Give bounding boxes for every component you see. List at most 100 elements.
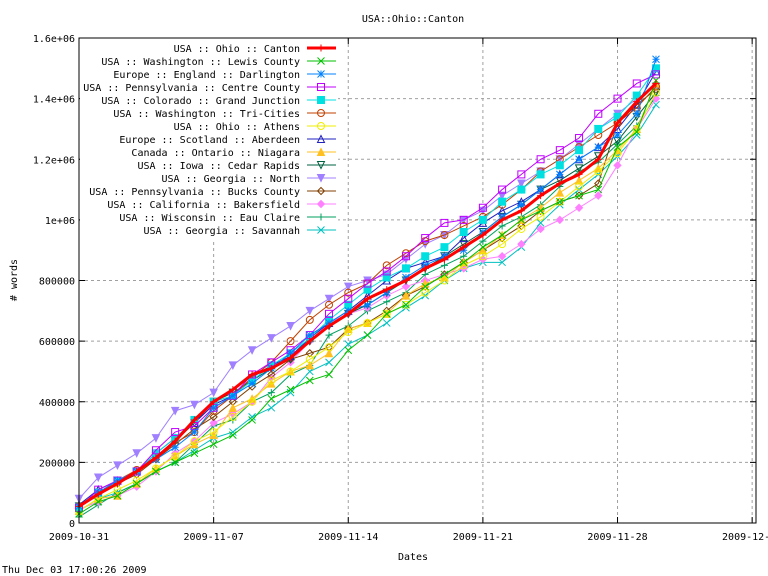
data-point [267,376,276,385]
data-point [363,318,372,327]
data-point [132,479,141,488]
data-point [317,83,325,91]
data-point [459,215,468,224]
data-point [478,252,487,261]
data-point [316,186,326,196]
legend-label: USA :: Colorado :: Grand Junction [101,96,300,107]
data-point [190,416,198,424]
data-point [190,437,199,446]
x-tick-label: 2009-11-21 [453,532,513,543]
x-tick-label: 2009-12-05 [722,532,768,543]
data-point [344,346,353,355]
data-point [317,96,325,104]
data-point [209,388,218,398]
x-tick-label: 2009-10-31 [49,532,109,543]
chart-title: USA::Ohio::Canton [362,14,464,25]
data-point [152,467,160,476]
data-point [440,276,449,285]
data-point [536,155,545,164]
data-point [651,88,660,97]
data-point [305,360,315,370]
data-point [343,282,353,292]
data-point [267,403,276,412]
data-point [382,273,391,282]
data-point [497,191,507,201]
data-point [305,306,315,316]
data-point [317,226,325,234]
series-1 [75,76,660,518]
data-point [344,310,352,318]
data-point [383,286,391,294]
data-point [574,164,584,173]
legend-label: USA :: Iowa :: Cedar Rapids [137,161,300,172]
data-point [316,161,326,170]
data-point [421,288,430,297]
data-point [594,185,603,194]
data-point [498,258,506,267]
data-point [382,309,391,318]
y-tick-label: 1e+06 [45,216,75,227]
data-point [316,199,326,209]
data-point [401,264,410,273]
legend-label: Europe :: England :: Darlington [113,70,300,81]
data-point [613,149,622,158]
data-point [575,146,584,155]
data-point [133,467,141,475]
x-tick-label: 2009-11-28 [587,532,647,543]
data-point [363,279,372,288]
data-point [517,200,526,209]
data-point [209,412,218,422]
data-point [536,224,545,234]
data-point [317,70,325,78]
data-point [555,161,564,170]
data-point [325,322,333,330]
data-point [171,443,180,452]
y-tick-label: 600000 [39,337,75,348]
data-point [93,473,103,483]
legend-label: Canada :: Ontario :: Niagara [131,148,300,159]
x-tick-label: 2009-11-07 [184,532,244,543]
data-point [132,449,142,458]
data-point [459,258,468,267]
data-point [190,428,199,436]
y-tick-label: 1.4e+06 [33,95,75,106]
data-point [267,364,275,372]
data-point [517,216,526,224]
data-point [633,98,641,106]
data-point [497,252,507,261]
data-point [555,187,565,197]
data-point [575,191,583,200]
data-point [555,170,564,179]
data-point [440,261,448,269]
data-point [536,185,545,194]
y-tick-label: 200000 [39,458,75,469]
data-point [479,231,487,239]
data-point [517,239,526,249]
data-point [317,109,325,117]
legend-label: USA :: Washington :: Tri-Cities [113,109,300,120]
data-point [517,224,526,233]
data-point [247,346,257,355]
data-point [324,348,334,358]
data-point [460,243,468,251]
data-point [594,124,603,133]
data-point [478,203,487,212]
data-point [209,440,218,449]
data-point [402,300,410,309]
data-point [248,413,256,421]
data-point [498,216,506,224]
data-point [286,321,295,331]
data-point [517,170,526,179]
data-point [594,167,603,176]
data-point [325,300,334,309]
data-point [306,337,314,345]
data-point [382,261,391,270]
data-point [575,170,583,178]
data-point [248,379,256,388]
data-point [517,207,525,215]
data-point [209,428,218,437]
data-point [517,185,526,194]
data-point [421,252,430,261]
data-point [498,197,507,206]
